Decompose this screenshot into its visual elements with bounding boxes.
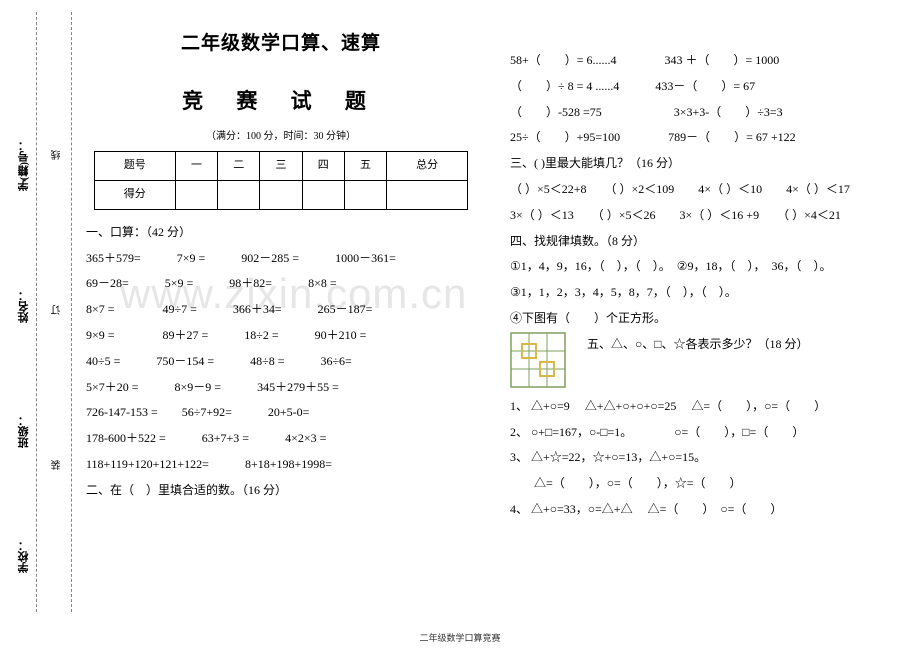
- marker-xian: 线: [50, 150, 65, 160]
- q-row: 9×9 = 89＋27 = 18÷2 = 90＋210 =: [86, 323, 476, 349]
- score-cell: [175, 181, 217, 210]
- section3-title: 三、( )里最大能填几？（16 分）: [510, 151, 900, 177]
- title-sub: 竞 赛 试 题: [86, 79, 476, 124]
- score-head: 题号: [94, 152, 175, 181]
- table-row: 题号 一 二 三 四 五 总分: [94, 152, 467, 181]
- q-row: 40÷5 = 750－154 = 48÷8 = 36÷6=: [86, 349, 476, 375]
- q-row: 118+119+120+121+122= 8+18+198+1998=: [86, 452, 476, 478]
- q-row: 58+（ ）= 6......4 343 ＋（ ）= 1000: [510, 48, 900, 74]
- label-id: 学(籍)号：: [16, 140, 32, 191]
- q-row: 3、 △+☆=22，☆+○=13，△+○=15。: [510, 445, 900, 471]
- score-head: 二: [218, 152, 260, 181]
- q-row: △=（ ），○=（ ），☆=（ ）: [510, 471, 900, 497]
- title-main: 二年级数学口算、速算: [86, 24, 476, 65]
- score-head: 四: [302, 152, 344, 181]
- marker-zhuang: 装: [50, 460, 65, 470]
- score-row-label: 得分: [94, 181, 175, 210]
- page-footer: 二年级数学口算竞赛: [0, 631, 920, 644]
- q-row: 2、 ○+□=167，○-□=1。 ○=（ ），□=（ ）: [510, 420, 900, 446]
- q-row: 726-147-153 = 56÷7+92= 20+5-0=: [86, 400, 476, 426]
- right-column: 58+（ ）= 6......4 343 ＋（ ）= 1000 （ ）÷ 8 =…: [510, 18, 900, 523]
- page-body: 二年级数学口算、速算 竞 赛 试 题 （满分：100 分，时间：30 分钟） 题…: [86, 18, 906, 523]
- q-row: 3×（ ）＜13 （ ）×5＜26 3×（ ）＜16 +9 （ ）×4＜21: [510, 203, 900, 229]
- q-row: （ ）×5＜22+8 （ ）×2＜109 4×（ ）＜10 4×（ ）＜17: [510, 177, 900, 203]
- q-row: （ ）-528 =75 3×3+3-（ ）÷3=3: [510, 100, 900, 126]
- q-row: ④下图有（ ）个正方形。: [510, 306, 900, 332]
- q-row: 178-600＋522 = 63+7+3 = 4×2×3 =: [86, 426, 476, 452]
- score-head: 总分: [387, 152, 468, 181]
- score-cell: [260, 181, 302, 210]
- section4-title: 四、找规律填数。（8 分）: [510, 229, 900, 255]
- section5-title: 五、△、○、□、☆各表示多少？（18 分）: [587, 337, 809, 351]
- section1-title: 一、口算：（42 分）: [86, 220, 476, 246]
- score-head: 三: [260, 152, 302, 181]
- q-row: 8×7 = 49÷7 = 366＋34= 265－187=: [86, 297, 476, 323]
- left-column: 二年级数学口算、速算 竞 赛 试 题 （满分：100 分，时间：30 分钟） 题…: [86, 18, 476, 523]
- score-cell: [302, 181, 344, 210]
- label-class: 班级：: [16, 415, 32, 448]
- q-row: 4、 △+○=33，○=△+△ △=（ ） ○=（ ）: [510, 497, 900, 523]
- title-info: （满分：100 分，时间：30 分钟）: [86, 126, 476, 148]
- q-row: ③1，1，2，3，4，5，8，7，（ ），（ ）。: [510, 280, 900, 306]
- figure-row: 五、△、○、□、☆各表示多少？（18 分）: [510, 332, 900, 394]
- score-head: 五: [344, 152, 386, 181]
- score-cell: [387, 181, 468, 210]
- q-row: 69－28= 5×9 = 98＋82= 8×8 =: [86, 271, 476, 297]
- squares-figure: [510, 332, 572, 394]
- score-table: 题号 一 二 三 四 五 总分 得分: [94, 151, 468, 209]
- marker-ding: 订: [50, 305, 65, 315]
- label-name: 姓名：: [16, 290, 32, 323]
- score-cell: [218, 181, 260, 210]
- q-row: 25÷（ ）+95=100 789－（ ）= 67 +122: [510, 125, 900, 151]
- table-row: 得分: [94, 181, 467, 210]
- label-school: 学校：: [16, 540, 32, 573]
- q-row: 5×7＋20 = 8×9－9 = 345＋279＋55 =: [86, 375, 476, 401]
- spacer: [510, 18, 900, 48]
- q-row: 1、 △+○=9 △+△+○+○+○=25 △=（ ），○=（ ）: [510, 394, 900, 420]
- score-head: 一: [175, 152, 217, 181]
- section2-title: 二、在（ ）里填合适的数。（16 分）: [86, 478, 476, 504]
- q-row: 365＋579= 7×9 = 902－285 = 1000－361=: [86, 246, 476, 272]
- q-row: ①1，4，9，16，（ ），（ ）。 ②9，18，（ ）， 36，（ ）。: [510, 254, 900, 280]
- score-cell: [344, 181, 386, 210]
- q-row: （ ）÷ 8 = 4 ......4 433－（ ）= 67: [510, 74, 900, 100]
